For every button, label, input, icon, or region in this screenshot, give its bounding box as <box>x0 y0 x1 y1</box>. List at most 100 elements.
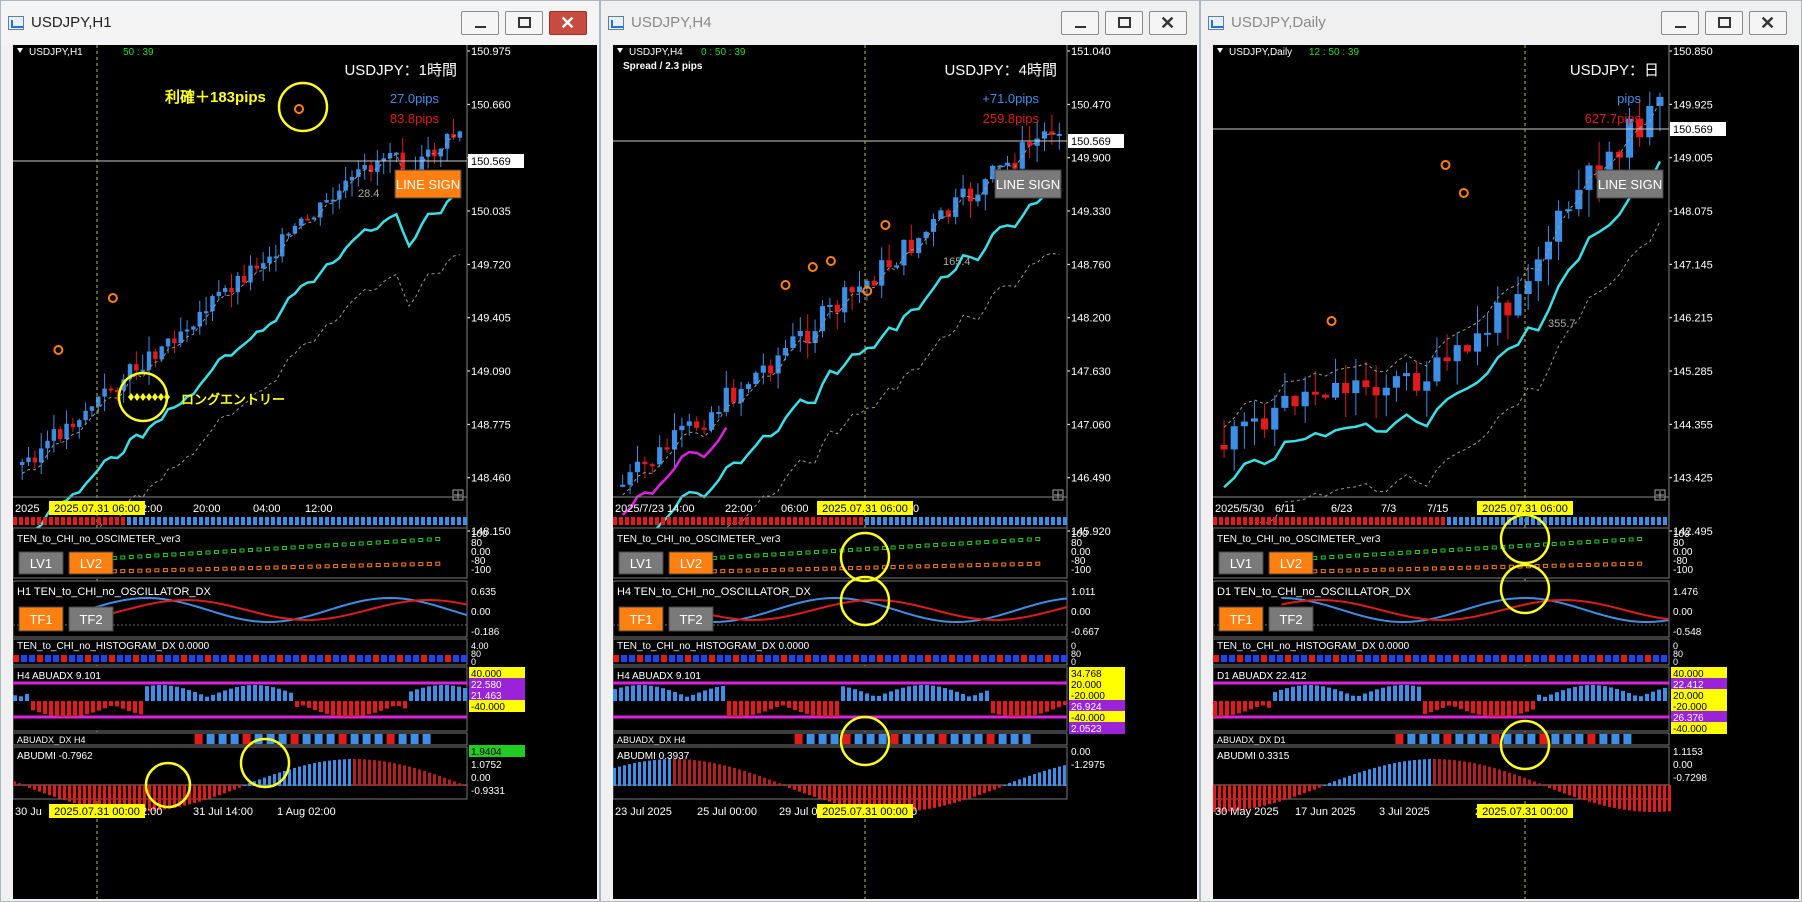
candle-body <box>178 331 183 344</box>
chart-window-h4[interactable]: USDJPY,H4 ✕ 151.040 150.470 149.900 149.330… <box>600 0 1200 902</box>
line-sign-button[interactable]: LINE SIGN <box>1598 177 1662 192</box>
window-title: USDJPY,Daily <box>1231 14 1326 31</box>
chart-svg[interactable]: 150.850149.925149.005148.075147.145146.2… <box>1213 45 1799 899</box>
close-button[interactable]: ✕ <box>549 11 587 35</box>
time-highlight-label: 2025.07.31 06:00 <box>54 503 140 515</box>
lv2-button-bg[interactable] <box>1268 551 1314 575</box>
oscimeter-dot-orange <box>1474 565 1480 570</box>
line-sign-button[interactable]: LINE SIGN <box>396 177 460 192</box>
trend-strip-cell <box>361 517 365 525</box>
tf2-button[interactable]: TF2 <box>79 612 102 627</box>
chart-svg[interactable]: 151.040150.470149.900149.330148.760148.2… <box>613 45 1197 899</box>
tf2-button-bg[interactable] <box>68 606 114 632</box>
line-sign-button-bg[interactable] <box>394 169 462 199</box>
trend-strip-cell <box>1249 517 1253 525</box>
abudmi-bar <box>1263 785 1266 806</box>
signal-marker-icon <box>1326 316 1337 326</box>
lv2-button-bg[interactable] <box>668 551 714 575</box>
abuadx-bar <box>1465 701 1469 712</box>
lv1-button[interactable]: LV1 <box>1230 556 1252 571</box>
chart-canvas[interactable]: 150.850 149.925 149.005 148.075 147.145 146.2… <box>1213 45 1799 899</box>
histogram-cell <box>1533 655 1539 662</box>
trend-strip-cell <box>1657 517 1661 525</box>
maximize-button[interactable] <box>505 11 543 35</box>
lv2-button[interactable]: LV2 <box>80 556 102 571</box>
candle-body <box>1656 96 1664 106</box>
tf2-button-bg[interactable] <box>668 606 714 632</box>
minimize-button[interactable] <box>461 11 499 35</box>
histogram-cell <box>1053 655 1059 662</box>
abudmi-bar <box>973 785 976 797</box>
bottom-axis-label: 25 Jul 00:00 <box>697 806 757 818</box>
line-sign-button-bg[interactable] <box>1596 169 1664 199</box>
lv1-button[interactable]: LV1 <box>30 556 52 571</box>
trend-strip-cell <box>415 517 419 525</box>
oscimeter-dot-green <box>1440 548 1446 553</box>
candle-body <box>1392 376 1400 388</box>
chart-window-h1[interactable]: USDJPY,H1 ✕ 150.975150.660150.345150.035… <box>0 0 600 902</box>
candle-body <box>1625 118 1634 158</box>
abuadx-bar <box>319 701 323 713</box>
trend-strip-cell <box>937 517 941 525</box>
abudmi-value-label: 0.00 <box>1673 760 1693 771</box>
oscimeter-dot-green <box>384 540 390 544</box>
tf1-button[interactable]: TF1 <box>29 612 52 627</box>
tf1-button-bg[interactable] <box>18 606 64 632</box>
title-bar[interactable]: USDJPY,H4 ✕ <box>601 1 1199 45</box>
trend-strip-cell <box>709 517 713 525</box>
chart-menu-icon[interactable] <box>17 48 23 53</box>
lv1-button-bg[interactable] <box>618 551 664 575</box>
close-button[interactable]: ✕ <box>1749 11 1787 35</box>
tf2-button-bg[interactable] <box>1268 606 1314 632</box>
oscimeter-dot-green <box>737 554 743 559</box>
abuadx-bar <box>271 687 275 701</box>
trend-strip-cell <box>685 517 689 525</box>
oscillator-blue-line <box>80 596 468 623</box>
histogram-cell <box>405 655 411 662</box>
minimize-button[interactable] <box>1061 11 1099 35</box>
chart-menu-icon[interactable] <box>1217 48 1223 53</box>
trend-strip-cell <box>1597 517 1601 525</box>
lv1-button-bg[interactable] <box>1218 551 1264 575</box>
lv2-button[interactable]: LV2 <box>680 556 702 571</box>
minimize-button[interactable] <box>1661 11 1699 35</box>
oscimeter-dot-orange <box>1406 567 1412 572</box>
title-bar[interactable]: USDJPY,Daily ✕ <box>1201 1 1801 45</box>
tf1-button-bg[interactable] <box>1218 606 1264 632</box>
chart-window-daily[interactable]: USDJPY,Daily ✕ 150.850 149.925 149.005 148.… <box>1200 0 1802 902</box>
maximize-button[interactable] <box>1105 11 1143 35</box>
candle-body <box>1321 394 1329 398</box>
trend-strip-cell <box>799 517 803 525</box>
line-sign-button[interactable]: LINE SIGN <box>996 177 1060 192</box>
abudmi-bar <box>1258 785 1261 807</box>
abudmi-bar <box>38 785 41 792</box>
chart-menu-icon[interactable] <box>617 48 623 53</box>
lv2-button-bg[interactable] <box>68 551 114 575</box>
lv2-button[interactable]: LV2 <box>1280 556 1302 571</box>
oscimeter-dot-green <box>1009 538 1015 543</box>
tf2-button[interactable]: TF2 <box>679 612 702 627</box>
chart-canvas[interactable]: 151.040 150.470 149.900 149.330 148.760 148.2… <box>613 45 1197 899</box>
chart-svg[interactable]: 150.975150.660150.345150.035149.720149.4… <box>13 45 597 899</box>
lv1-button-bg[interactable] <box>18 551 64 575</box>
bottom-highlight-bg <box>817 804 913 818</box>
title-bar[interactable]: USDJPY,H1 ✕ <box>1 1 599 45</box>
tf1-button[interactable]: TF1 <box>629 612 652 627</box>
tf2-button[interactable]: TF2 <box>1279 612 1302 627</box>
trend-strip-cell <box>253 517 257 525</box>
trend-strip-cell <box>193 517 197 525</box>
entry-marker-icon <box>152 393 158 401</box>
abudmi-bar <box>383 761 386 786</box>
lv1-button[interactable]: LV1 <box>630 556 652 571</box>
maximize-button[interactable] <box>1705 11 1743 35</box>
tf1-button-bg[interactable] <box>618 606 664 632</box>
histogram-cell <box>629 655 635 662</box>
oscimeter-dot-orange <box>145 568 151 573</box>
tf1-button[interactable]: TF1 <box>1229 612 1252 627</box>
candle-body <box>782 348 789 356</box>
price-axis-label: 148.150 <box>471 526 511 538</box>
line-sign-button-bg[interactable] <box>994 169 1062 199</box>
chart-canvas[interactable]: 150.975150.660150.345150.035149.720149.4… <box>13 45 597 899</box>
close-button[interactable]: ✕ <box>1149 11 1187 35</box>
abuadx-bar <box>895 689 899 701</box>
